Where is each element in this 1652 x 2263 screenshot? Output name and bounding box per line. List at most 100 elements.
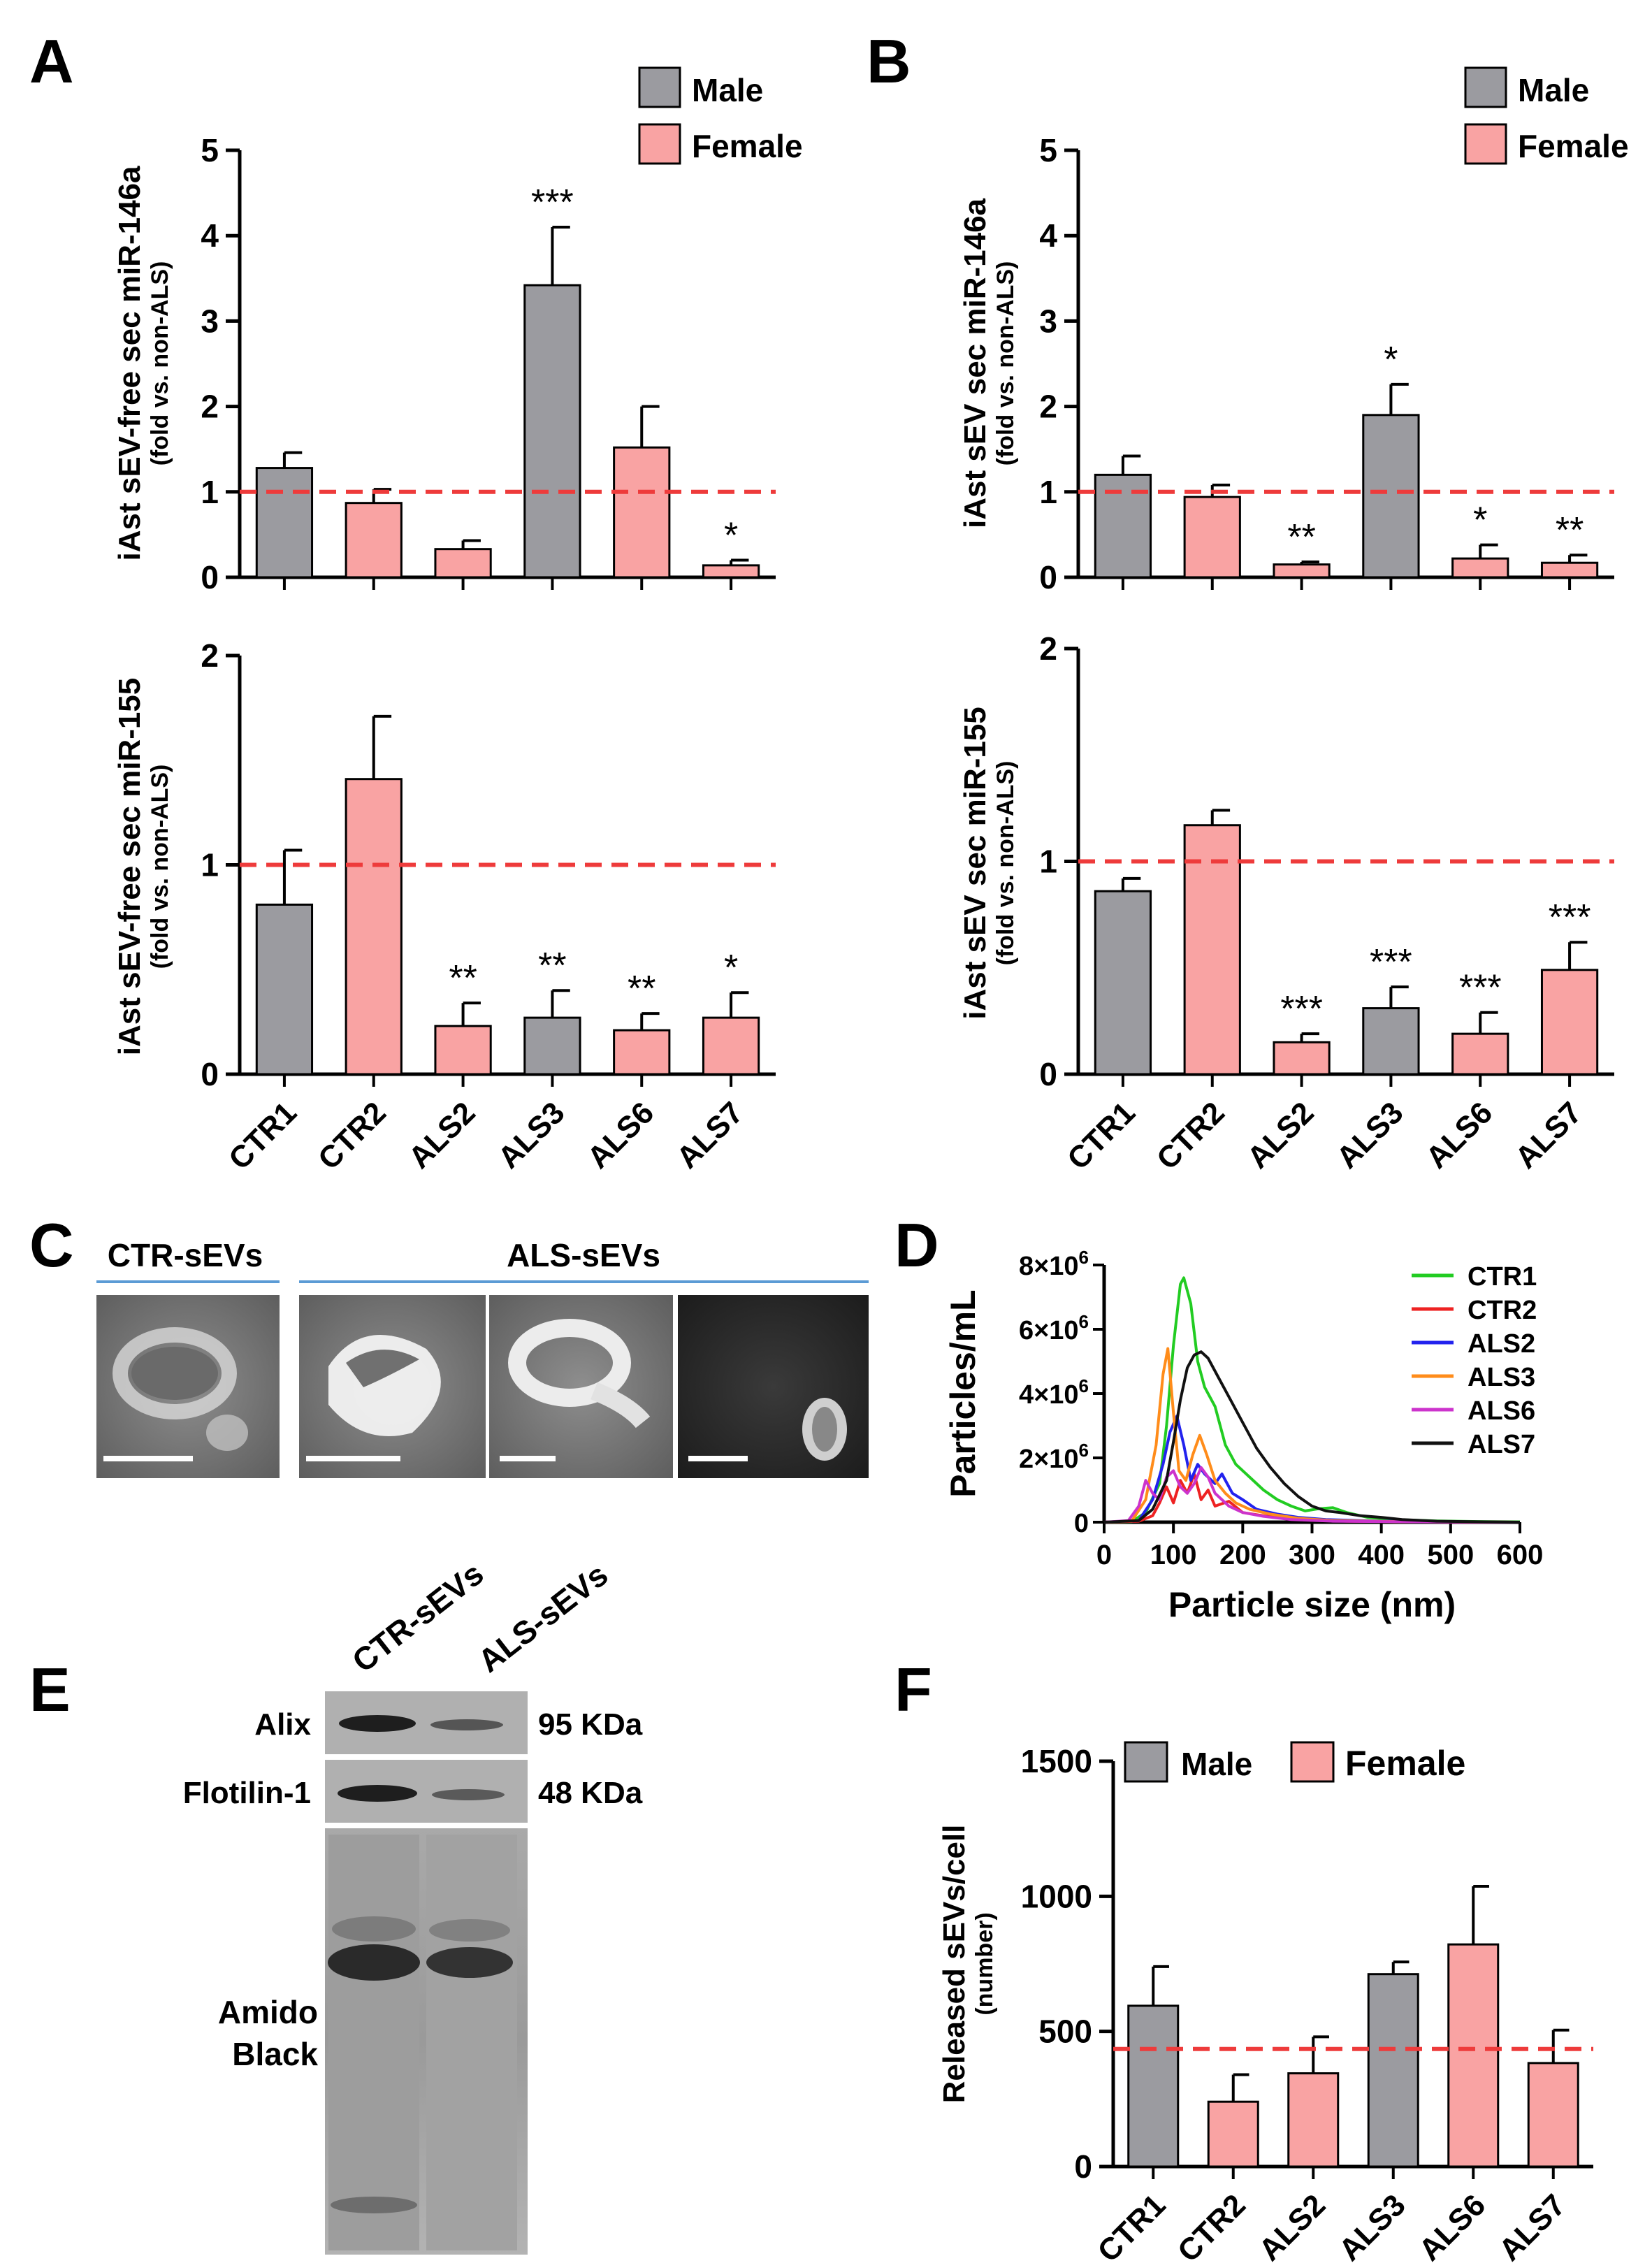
- significance-marker: ***: [1549, 897, 1591, 938]
- y-tick-label: 1500: [1021, 1743, 1092, 1779]
- legend-male-swatch: [1124, 1741, 1168, 1783]
- significance-marker: *: [1384, 340, 1398, 380]
- y-tick-label: 6×106: [1019, 1311, 1089, 1345]
- significance-marker: *: [724, 948, 738, 988]
- y-tick-label: 0: [1039, 1056, 1057, 1092]
- panel-e-western-blot: CTR-sEVs ALS-sEVs Alix 95 KDa Flotilin-1…: [183, 1555, 643, 2255]
- y-tick-label: 2: [1039, 389, 1057, 425]
- bar: [613, 1029, 671, 1076]
- lane-label-ctr: CTR-sEVs: [345, 1555, 490, 1679]
- y-axis-sublabel: (fold vs. non-ALS): [147, 765, 173, 969]
- bar: [1367, 1973, 1419, 2168]
- bar: [434, 548, 492, 579]
- chart-a-mir155: 0 1 2 CTR1 CTR2 ** ALS2 ** ALS3 ** ALS6 * ALS7 iAst s…: [113, 637, 776, 1176]
- bar: [523, 1016, 581, 1076]
- bar: [523, 284, 581, 579]
- x-tick-label: ALS3: [1333, 2188, 1412, 2263]
- y-axis-sublabel: (number): [971, 1912, 998, 2015]
- stain-label-line2: Black: [232, 2036, 318, 2072]
- legend-male-label: Male: [1181, 1746, 1252, 1782]
- legend-female-label: Female: [1518, 128, 1629, 164]
- y-tick-label: 4×106: [1019, 1375, 1089, 1410]
- bar: [1183, 496, 1241, 579]
- bar: [613, 446, 671, 579]
- x-tick-label: ALS7: [670, 1095, 750, 1175]
- legend-female-swatch: [638, 123, 681, 165]
- x-tick-label: 100: [1150, 1540, 1197, 1570]
- bar: [1451, 557, 1509, 579]
- micrograph-als-1: [299, 1295, 486, 1478]
- panel-label-b: B: [867, 27, 911, 96]
- micrograph-ctr: [96, 1295, 280, 1478]
- bar: [345, 778, 403, 1076]
- x-tick-label: ALS7: [1493, 2188, 1572, 2263]
- significance-marker: **: [538, 946, 566, 986]
- x-tick-label: 400: [1358, 1540, 1405, 1570]
- y-axis-label: iAst sEV-free sec miR-155: [113, 678, 147, 1056]
- y-tick-label: 0: [1074, 2148, 1092, 2185]
- significance-marker: **: [628, 969, 655, 1009]
- y-tick-label: 1: [1039, 474, 1057, 510]
- blot-row-label-alix: Alix: [254, 1707, 311, 1742]
- y-tick-label: 2: [201, 637, 219, 674]
- bar: [1127, 2004, 1180, 2168]
- y-axis-sublabel: (fold vs. non-ALS): [992, 261, 1019, 466]
- series-line-als6: [1103, 1466, 1521, 1524]
- significance-marker: *: [724, 516, 738, 556]
- chart-d-particle-size: 0 2×106 4×106 6×106 8×106 0 100 200 300 400 500 600…: [943, 1247, 1543, 1624]
- y-axis-sublabel: (fold vs. non-ALS): [992, 761, 1019, 966]
- x-tick-label: CTR2: [1171, 2188, 1252, 2263]
- y-tick-label: 4: [201, 217, 219, 254]
- panel-label-e: E: [29, 1655, 71, 1724]
- y-tick-label: 3: [201, 303, 219, 339]
- legend-label: ALS7: [1468, 1430, 1535, 1459]
- y-axis-label: iAst sEV-free sec miR-146a: [113, 166, 147, 561]
- bar: [1362, 1007, 1420, 1076]
- x-tick-label: 500: [1427, 1540, 1474, 1570]
- x-tick-label: ALS3: [1330, 1095, 1410, 1175]
- significance-marker: ***: [1370, 942, 1412, 983]
- x-tick-label: ALS2: [1240, 1095, 1320, 1175]
- bar: [255, 467, 314, 579]
- legend-male-swatch: [1464, 66, 1507, 108]
- y-tick-label: 2×106: [1019, 1440, 1089, 1474]
- panel-label-c: C: [29, 1210, 74, 1280]
- x-tick-label: 0: [1096, 1540, 1112, 1570]
- chart-b-mir155: 0 1 2 CTR1 CTR2 *** ALS2 *** ALS3 *** ALS6 *** ALS7 i…: [958, 630, 1614, 1176]
- y-tick-label: 0: [201, 559, 219, 595]
- bar: [1540, 969, 1599, 1076]
- bar: [1287, 2072, 1340, 2168]
- blot-mw-flotilin: 48 KDa: [538, 1776, 643, 1810]
- x-tick-label: CTR2: [1150, 1095, 1231, 1176]
- x-tick-label: CTR1: [222, 1095, 303, 1176]
- y-tick-label: 2: [201, 389, 219, 425]
- y-axis-label: iAst sEV sec miR-155: [958, 707, 992, 1020]
- significance-marker: **: [1556, 510, 1584, 551]
- x-tick-label: ALS2: [402, 1095, 481, 1175]
- x-tick-label: 600: [1497, 1540, 1544, 1570]
- bar: [1451, 1032, 1509, 1076]
- significance-marker: **: [449, 958, 477, 999]
- bar: [434, 1025, 492, 1076]
- panel-label-d: D: [894, 1210, 939, 1280]
- x-tick-label: ALS6: [581, 1095, 660, 1175]
- bar: [1273, 1041, 1331, 1076]
- y-axis-label: Released sEVs/cell: [937, 1825, 971, 2104]
- panel-label-f: F: [894, 1655, 932, 1724]
- x-tick-label: 200: [1219, 1540, 1266, 1570]
- legend-male-label: Male: [1518, 72, 1589, 108]
- panel-label-a: A: [29, 27, 74, 96]
- legend-male-swatch: [638, 66, 681, 108]
- y-tick-label: 1: [201, 847, 219, 883]
- y-axis-label: iAst sEV sec miR-146a: [958, 198, 992, 528]
- significance-marker: ***: [531, 182, 574, 223]
- legend-a: Male Female: [638, 66, 803, 165]
- legend-male-label: Male: [692, 72, 763, 108]
- legend-label: CTR1: [1468, 1262, 1537, 1292]
- y-tick-label: 1: [1039, 844, 1057, 880]
- legend-label: ALS3: [1468, 1363, 1535, 1392]
